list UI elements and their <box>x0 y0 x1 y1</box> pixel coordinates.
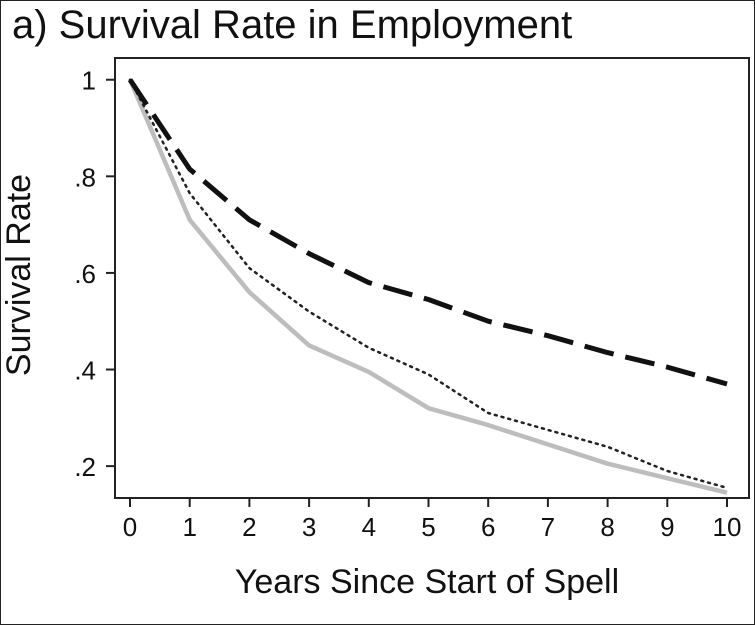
chart-title: a) Survival Rate in Employment <box>12 3 572 47</box>
x-tick-label-4: 4 <box>362 512 376 542</box>
plot-area <box>114 57 750 499</box>
x-tick-label-2: 2 <box>242 512 256 542</box>
x-tick-label-7: 7 <box>541 512 555 542</box>
series-line-solid <box>127 78 728 495</box>
series-layer <box>127 78 729 495</box>
y-tick-label-3: .8 <box>74 162 96 192</box>
x-tick-label-6: 6 <box>481 512 495 542</box>
x-tick-label-1: 1 <box>182 512 196 542</box>
x-tick-label-8: 8 <box>600 512 614 542</box>
x-tick-label-9: 9 <box>660 512 674 542</box>
x-tick-label-3: 3 <box>302 512 316 542</box>
y-tick-label-1: .4 <box>74 356 96 386</box>
series-line-dashed <box>127 78 728 387</box>
series-line-dotted <box>128 78 729 490</box>
y-tick-label-2: .6 <box>74 259 96 289</box>
x-tick-label-5: 5 <box>421 512 435 542</box>
y-tick-label-0: .2 <box>74 452 96 482</box>
y-axis: .2 .4 .6 .8 1 <box>74 66 115 482</box>
y-axis-label: Survival Rate <box>0 174 38 376</box>
y-tick-label-4: 1 <box>82 66 96 96</box>
x-tick-label-0: 0 <box>123 512 137 542</box>
x-tick-label-10: 10 <box>713 512 742 542</box>
x-axis-label: Years Since Start of Spell <box>235 563 619 601</box>
x-axis: 0 1 2 3 4 5 6 7 8 9 10 <box>123 498 742 542</box>
